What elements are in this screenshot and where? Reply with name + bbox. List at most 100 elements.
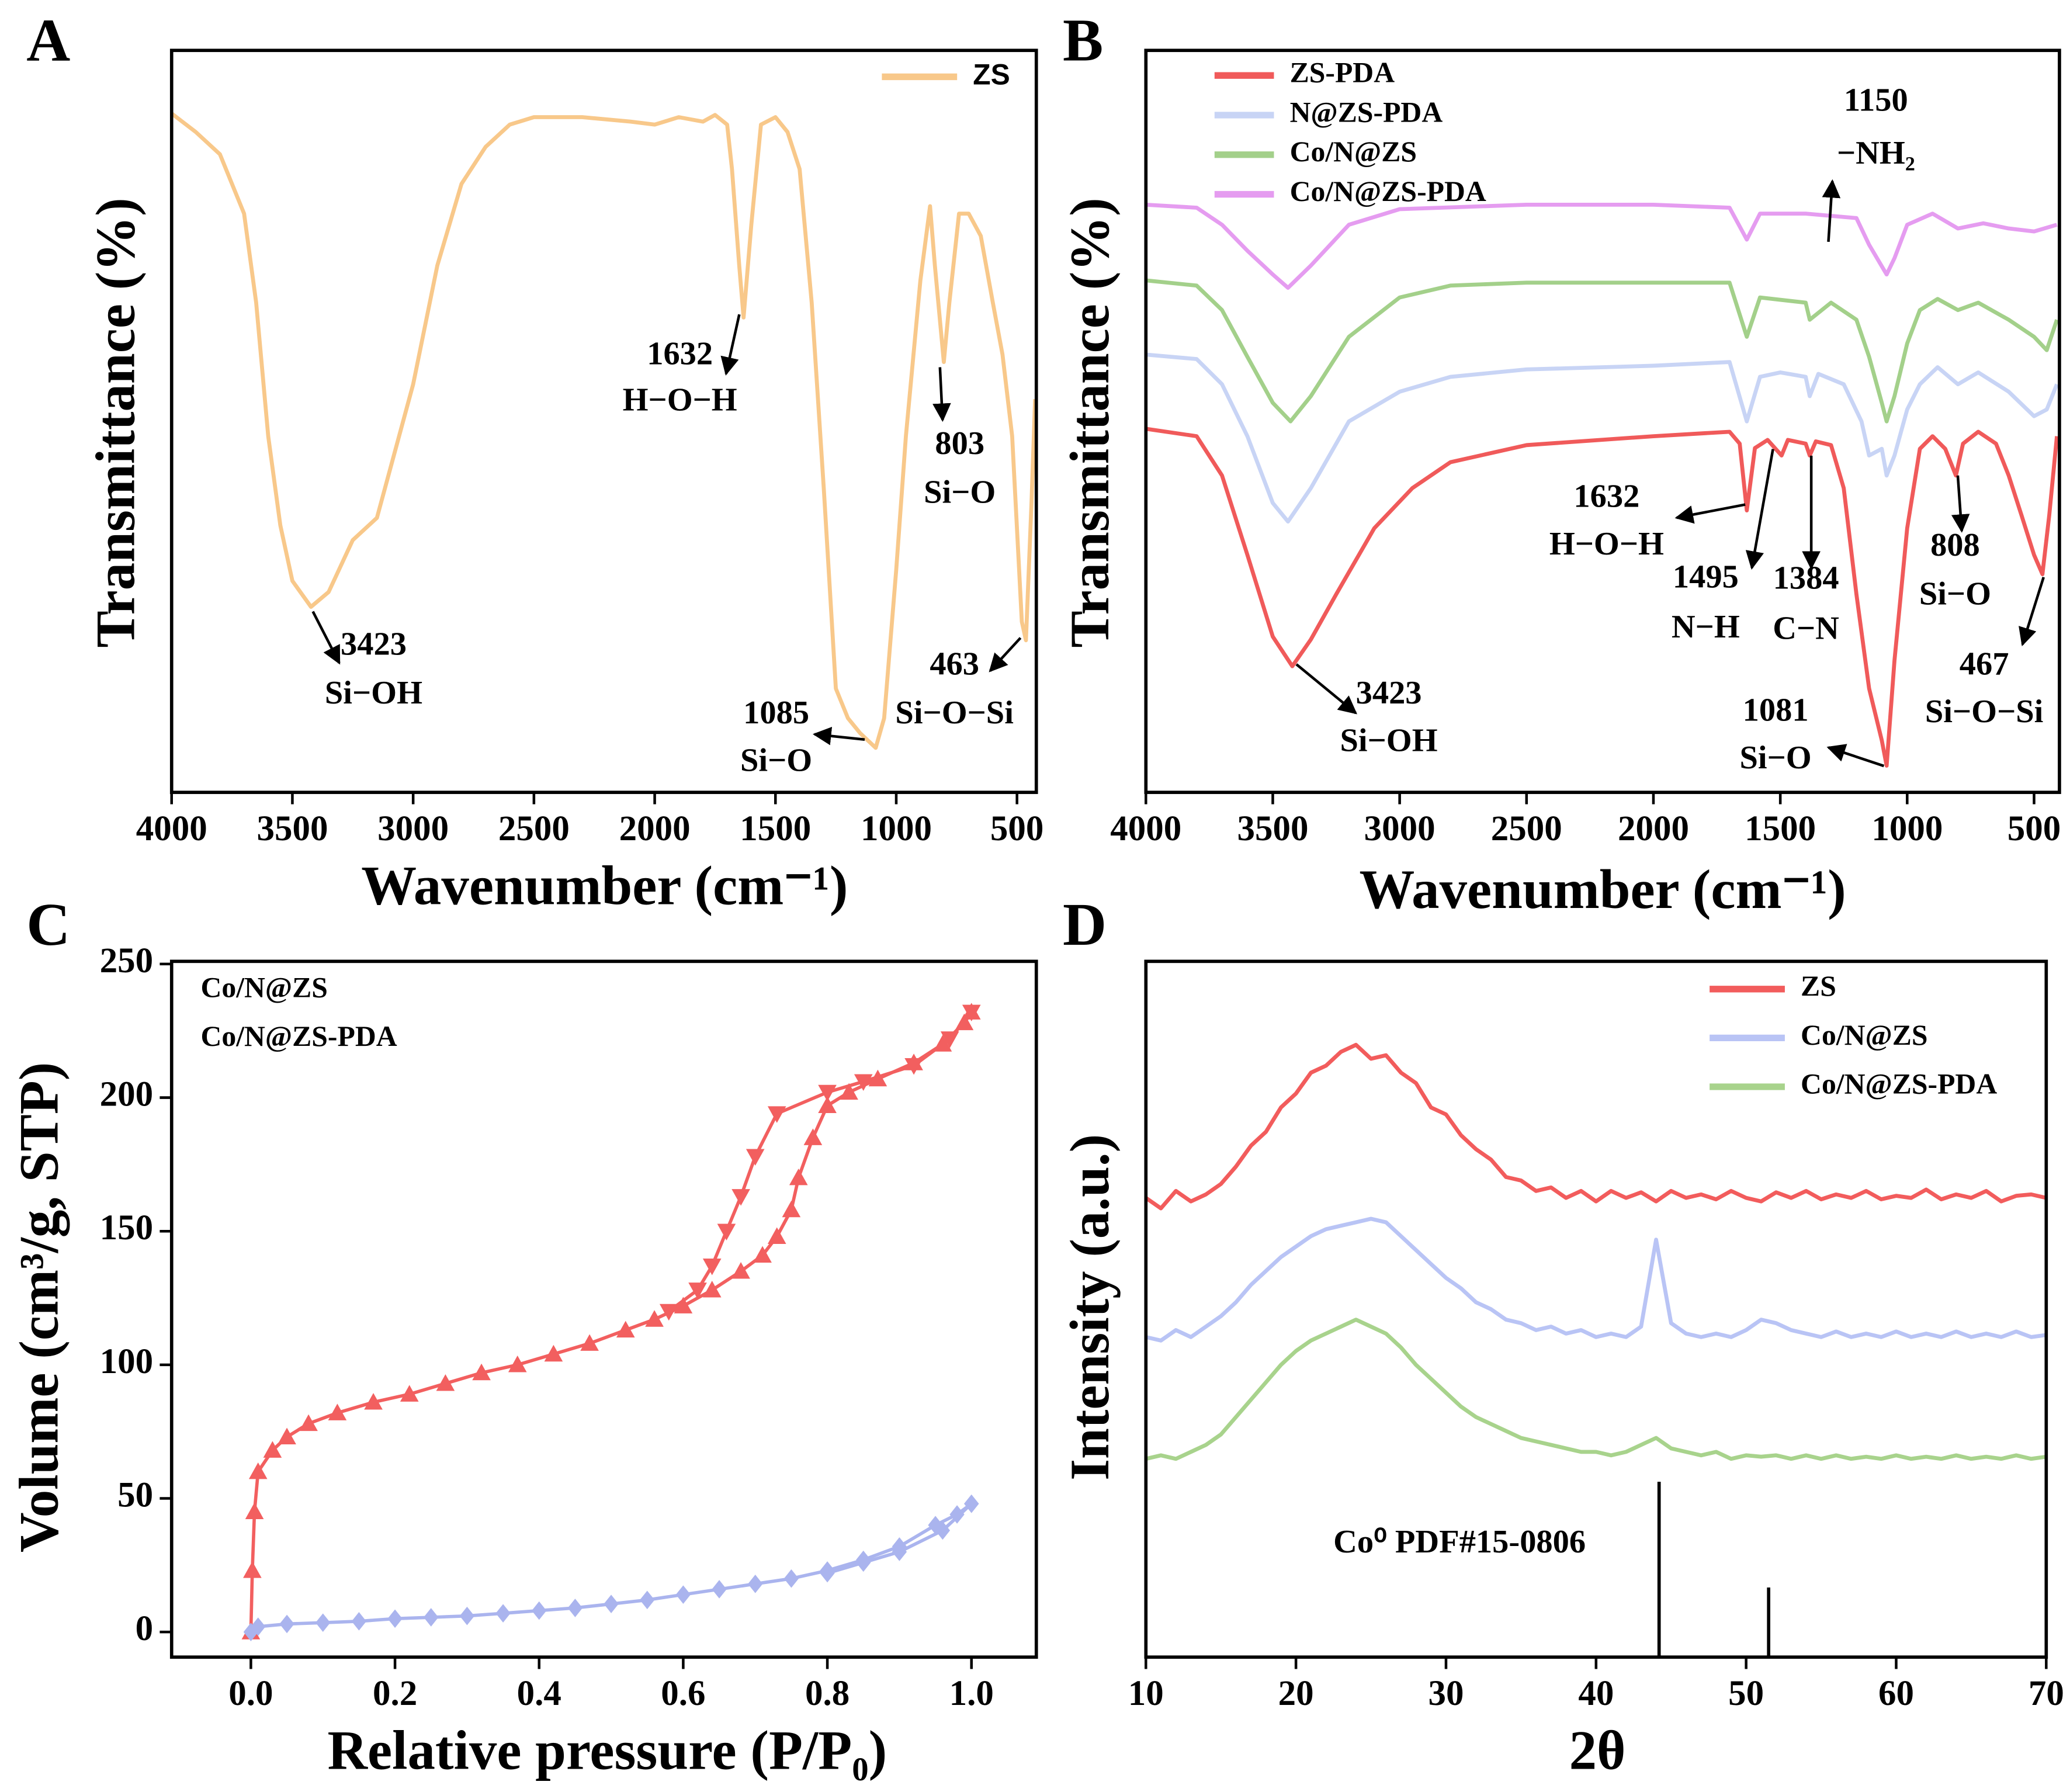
y-axis-title: Volume (cm³/g, STP) [8, 1062, 70, 1552]
y-tick-label: 250 [100, 941, 154, 980]
annotation-value: 1150 [1844, 82, 1908, 119]
data-point [400, 1385, 419, 1402]
x-tick-label: 1000 [1871, 809, 1943, 848]
data-point [892, 1543, 907, 1561]
data-point [702, 1281, 722, 1298]
x-axis-title: 2θ [1569, 1719, 1626, 1781]
y-tick-label: 50 [117, 1476, 153, 1515]
data-point [580, 1334, 599, 1351]
data-point [856, 1553, 871, 1572]
data-point [935, 1521, 951, 1540]
data-point [616, 1320, 635, 1338]
legend-label: Co/N@ZS [1290, 136, 1417, 168]
data-point [675, 1585, 691, 1604]
annotation-text: Si−O [1740, 740, 1812, 776]
data-point [702, 1259, 722, 1275]
annotation-value: 808 [1930, 527, 1980, 563]
data-point [818, 1096, 837, 1113]
data-point [674, 1297, 693, 1313]
data-point [245, 1502, 264, 1520]
legend-label: Co/N@ZS [1801, 1019, 1927, 1051]
data-point [263, 1441, 282, 1458]
annotation-value: 467 [1960, 646, 2009, 682]
annotation-arrow [1951, 475, 1970, 533]
data-point [544, 1344, 563, 1362]
x-tick-label: 500 [990, 809, 1044, 848]
annotation-text: Si−O [740, 742, 812, 778]
data-point [933, 1035, 952, 1052]
x-tick-label: 500 [2007, 809, 2061, 848]
x-tick-label: 0.2 [373, 1674, 417, 1713]
annotation-text: Si−OH [1340, 722, 1438, 758]
series-line [1145, 427, 2059, 768]
x-tick-label: 0.0 [228, 1674, 273, 1713]
series-line [1145, 1318, 2047, 1461]
y-tick-label: 200 [100, 1075, 154, 1114]
data-point [753, 1246, 772, 1263]
data-point [712, 1580, 727, 1599]
annotation-value: 3423 [1356, 675, 1422, 711]
data-point [928, 1516, 943, 1535]
panel-label: A [26, 6, 70, 74]
data-point [688, 1283, 707, 1299]
panel-label: B [1063, 6, 1103, 74]
x-tick-label: 3000 [377, 809, 449, 848]
annotation-value: 1081 [1743, 692, 1809, 729]
annotation-arrow [1295, 663, 1358, 715]
annotation-text: C−N [1773, 610, 1839, 646]
x-tick-label: 50 [1728, 1674, 1764, 1713]
data-point [495, 1604, 511, 1623]
legend-label: Co/N@ZS-PDA [1290, 175, 1486, 207]
y-tick-label: 150 [100, 1208, 154, 1247]
data-point [748, 1575, 763, 1593]
data-point [604, 1595, 619, 1613]
x-axis-title: Wavenumber (cm⁻¹) [1360, 858, 1846, 920]
annotation-arrow [1745, 449, 1774, 570]
x-tick-label: 20 [1278, 1674, 1314, 1713]
legend-label: Co/N@ZS-PDA [1801, 1067, 1997, 1100]
annotation-value: 463 [930, 646, 979, 682]
annotation-arrow [989, 637, 1022, 673]
panel-label: C [26, 891, 70, 958]
x-tick-label: 1500 [740, 809, 811, 848]
data-point [508, 1356, 527, 1372]
plot-frame [1144, 959, 2048, 1659]
data-point [328, 1403, 347, 1420]
annotation-value: 1384 [1773, 560, 1839, 597]
x-tick-label: 60 [1878, 1674, 1914, 1713]
series-line [1146, 352, 2059, 524]
data-point [472, 1363, 491, 1381]
annotation-arrow [1826, 744, 1885, 768]
data-point [278, 1427, 296, 1444]
x-tick-label: 40 [1578, 1674, 1614, 1713]
annotation-arrow [932, 367, 951, 422]
data-point [532, 1601, 547, 1620]
y-axis-title: Transmittance (%) [1059, 197, 1121, 647]
data-point [364, 1393, 383, 1410]
data-point [904, 1058, 923, 1075]
annotation-text: Si−O−Si [895, 695, 1013, 731]
y-tick-label: 0 [136, 1609, 154, 1648]
x-tick-label: 0.4 [517, 1674, 561, 1713]
annotation-text: Si−O [924, 474, 996, 511]
annotation-value: 1085 [743, 695, 809, 731]
data-point [767, 1106, 786, 1123]
panel-label: D [1063, 891, 1107, 958]
annotation-arrow [311, 611, 341, 665]
annotation-arrow [720, 314, 741, 376]
series-line [170, 112, 1038, 750]
data-point [803, 1128, 823, 1145]
data-point [315, 1613, 331, 1632]
x-tick-label: 3500 [256, 809, 328, 848]
data-point [731, 1261, 750, 1279]
data-point [868, 1069, 887, 1087]
plot-frame [1144, 48, 2061, 794]
plot-frame [169, 48, 1038, 794]
annotation-arrow [813, 726, 865, 746]
plot-frame [169, 959, 1038, 1659]
annotation-text: H−O−H [1549, 526, 1664, 562]
data-point [840, 1083, 858, 1100]
data-point [818, 1084, 837, 1102]
data-point [746, 1149, 765, 1166]
annotation-arrow [1822, 179, 1841, 242]
